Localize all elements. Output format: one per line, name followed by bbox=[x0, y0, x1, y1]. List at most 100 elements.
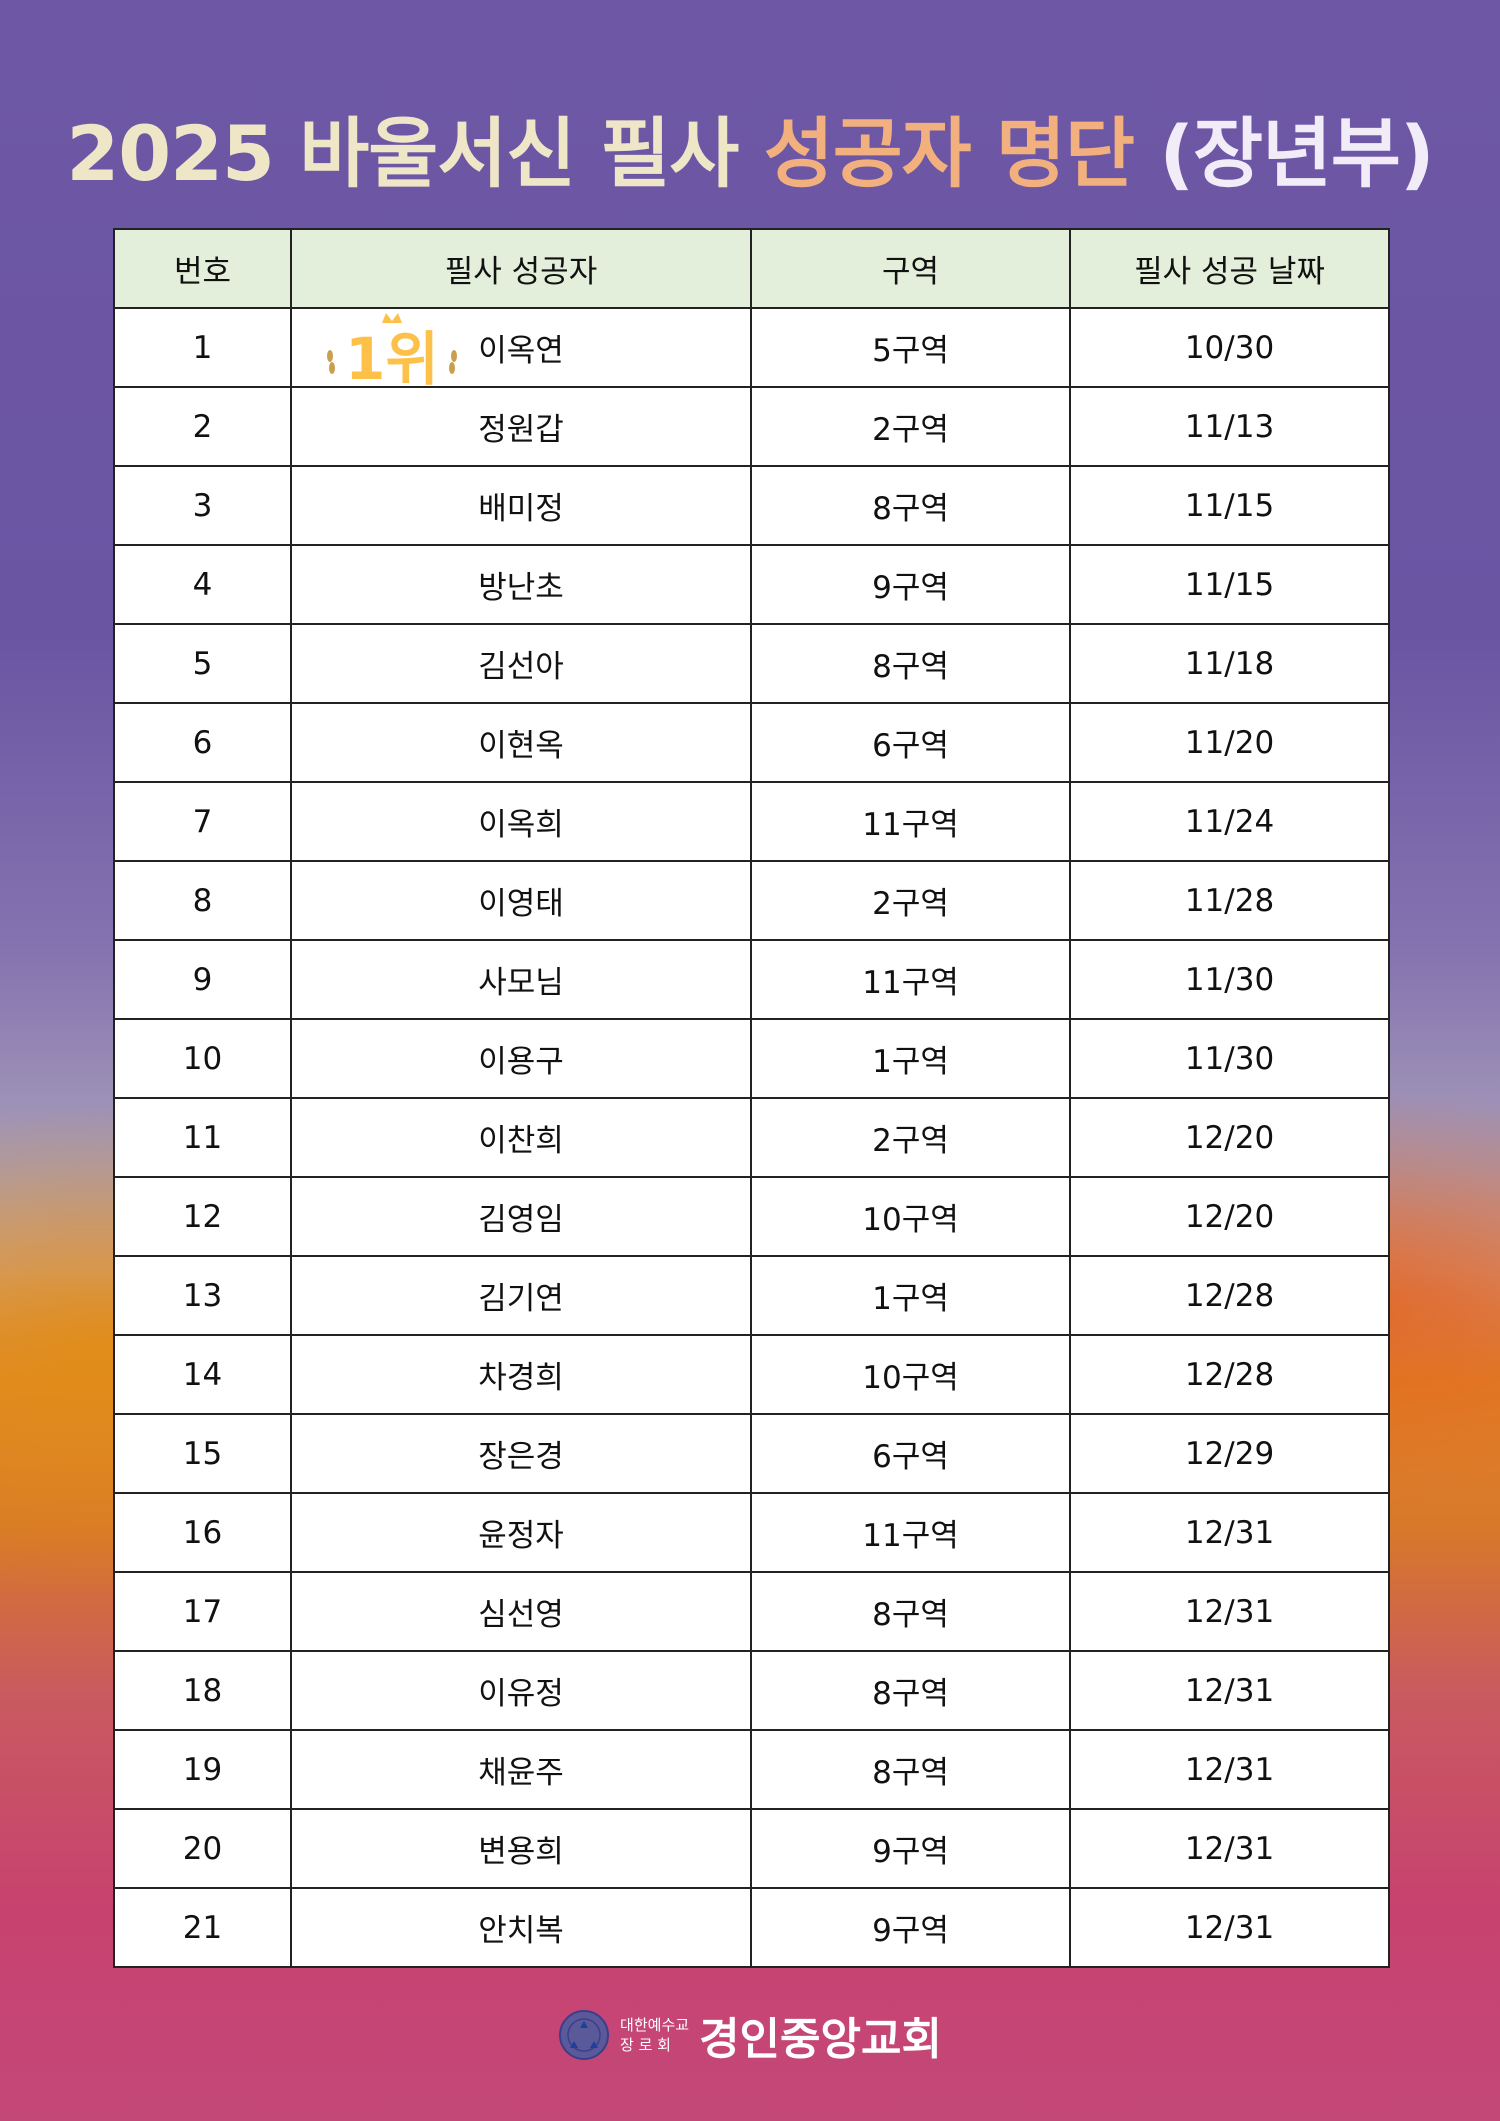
table-row: 7 이옥희 11구역 11/24 bbox=[113, 781, 1390, 862]
row-name: 방난초 bbox=[290, 544, 752, 625]
footer: 대한예수교 장 로 회 경인중앙교회 bbox=[0, 2003, 1500, 2067]
row-name: 채윤주 bbox=[290, 1729, 752, 1810]
cell-text: 12/20 bbox=[1184, 1198, 1275, 1235]
cell-text: 13 bbox=[182, 1277, 223, 1314]
table-row: 11 이찬희 2구역 12/20 bbox=[113, 1097, 1390, 1178]
cell-text: 1구역 bbox=[872, 1281, 949, 1317]
table-row: 21 안치복 9구역 12/31 bbox=[113, 1887, 1390, 1968]
row-district: 10구역 bbox=[750, 1176, 1071, 1257]
table-row: 4 방난초 9구역 11/15 bbox=[113, 544, 1390, 625]
row-number: 16 bbox=[113, 1492, 292, 1573]
cell-text: 안치복 bbox=[478, 1913, 564, 1949]
cell-text: 김영임 bbox=[478, 1202, 564, 1238]
row-district: 11구역 bbox=[750, 939, 1071, 1020]
cell-text: 6구역 bbox=[872, 728, 949, 764]
row-district: 11구역 bbox=[750, 1492, 1071, 1573]
row-number: 5 bbox=[113, 623, 292, 704]
cell-text: 10/30 bbox=[1184, 329, 1275, 366]
cell-text: 이용구 bbox=[478, 1044, 564, 1080]
row-district: 8구역 bbox=[750, 1571, 1071, 1652]
row-number: 12 bbox=[113, 1176, 292, 1257]
row-date: 11/15 bbox=[1069, 544, 1390, 625]
cell-text: 8구역 bbox=[872, 649, 949, 685]
cell-text: 차경희 bbox=[478, 1360, 564, 1396]
cell-text: 배미정 bbox=[478, 491, 564, 527]
cell-text: 9구역 bbox=[872, 1834, 949, 1870]
row-name: 김선아 bbox=[290, 623, 752, 704]
row-date: 12/29 bbox=[1069, 1413, 1390, 1494]
cell-text: 16 bbox=[182, 1514, 223, 1551]
cell-text: 12/31 bbox=[1184, 1751, 1275, 1788]
table-row: 5 김선아 8구역 11/18 bbox=[113, 623, 1390, 704]
table-row: 8 이영태 2구역 11/28 bbox=[113, 860, 1390, 941]
cell-text: 11/20 bbox=[1184, 724, 1275, 761]
cell-text: 심선영 bbox=[478, 1597, 564, 1633]
cell-text: 12/31 bbox=[1184, 1514, 1275, 1551]
row-district: 8구역 bbox=[750, 1650, 1071, 1731]
cell-text: 방난초 bbox=[478, 570, 564, 606]
cell-text: 5구역 bbox=[872, 333, 949, 369]
cell-text: 6 bbox=[192, 724, 213, 761]
row-district: 1구역 bbox=[750, 1018, 1071, 1099]
cell-text: 8 bbox=[192, 882, 213, 919]
row-date: 11/28 bbox=[1069, 860, 1390, 941]
cell-text: 15 bbox=[182, 1435, 223, 1472]
cell-text: 9 bbox=[192, 961, 213, 998]
table-row: 6 이현옥 6구역 11/20 bbox=[113, 702, 1390, 783]
row-district: 9구역 bbox=[750, 544, 1071, 625]
cell-text: 11구역 bbox=[862, 807, 959, 843]
row-number: 4 bbox=[113, 544, 292, 625]
cell-text: 11/15 bbox=[1184, 487, 1275, 524]
row-date: 11/20 bbox=[1069, 702, 1390, 783]
table-row: 16 윤정자 11구역 12/31 bbox=[113, 1492, 1390, 1573]
cell-text: 이찬희 bbox=[478, 1123, 564, 1159]
cell-text: 14 bbox=[182, 1356, 223, 1393]
table-row: 1 1위 이옥연 5구역 10/30 bbox=[113, 307, 1390, 388]
row-date: 12/31 bbox=[1069, 1887, 1390, 1968]
row-name: 윤정자 bbox=[290, 1492, 752, 1573]
cell-text: 11구역 bbox=[862, 965, 959, 1001]
row-district: 8구역 bbox=[750, 465, 1071, 546]
cell-text: 김기연 bbox=[478, 1281, 564, 1317]
cell-text: 변용희 bbox=[478, 1834, 564, 1870]
cell-text: 8구역 bbox=[872, 1755, 949, 1791]
title-accent: 성공자 명단 bbox=[763, 109, 1135, 198]
first-place-badge-icon: 1위 bbox=[327, 313, 457, 386]
row-district: 2구역 bbox=[750, 1097, 1071, 1178]
row-date: 12/31 bbox=[1069, 1492, 1390, 1573]
row-name: 이영태 bbox=[290, 860, 752, 941]
table-row: 19 채윤주 8구역 12/31 bbox=[113, 1729, 1390, 1810]
cell-text: 11/13 bbox=[1184, 408, 1275, 445]
table-row: 2 정원갑 2구역 11/13 bbox=[113, 386, 1390, 467]
cell-text: 김선아 bbox=[478, 649, 564, 685]
table-row: 9 사모님 11구역 11/30 bbox=[113, 939, 1390, 1020]
cell-text: 정원갑 bbox=[478, 412, 564, 448]
row-number: 18 bbox=[113, 1650, 292, 1731]
cell-text: 이옥연 bbox=[478, 333, 564, 369]
column-header: 구역 bbox=[750, 228, 1071, 309]
row-number: 20 bbox=[113, 1808, 292, 1889]
denomination: 대한예수교 장 로 회 bbox=[620, 2016, 690, 2054]
row-number: 14 bbox=[113, 1334, 292, 1415]
row-number: 21 bbox=[113, 1887, 292, 1968]
cell-text: 9구역 bbox=[872, 570, 949, 606]
table-row: 20 변용희 9구역 12/31 bbox=[113, 1808, 1390, 1889]
cell-text: 11/15 bbox=[1184, 566, 1275, 603]
cell-text: 11/18 bbox=[1184, 645, 1275, 682]
row-district: 8구역 bbox=[750, 1729, 1071, 1810]
cell-text: 12/31 bbox=[1184, 1672, 1275, 1709]
column-header: 번호 bbox=[113, 228, 292, 309]
column-header: 필사 성공자 bbox=[290, 228, 752, 309]
row-number: 8 bbox=[113, 860, 292, 941]
row-district: 2구역 bbox=[750, 860, 1071, 941]
cell-text: 11/24 bbox=[1184, 803, 1275, 840]
cell-text: 17 bbox=[182, 1593, 223, 1630]
row-number: 3 bbox=[113, 465, 292, 546]
title-paren: (장년부) bbox=[1159, 109, 1434, 198]
cell-text: 10구역 bbox=[862, 1360, 959, 1396]
row-name: 사모님 bbox=[290, 939, 752, 1020]
cell-text: 8구역 bbox=[872, 1597, 949, 1633]
row-date: 12/31 bbox=[1069, 1808, 1390, 1889]
row-district: 10구역 bbox=[750, 1334, 1071, 1415]
cell-text: 3 bbox=[192, 487, 213, 524]
